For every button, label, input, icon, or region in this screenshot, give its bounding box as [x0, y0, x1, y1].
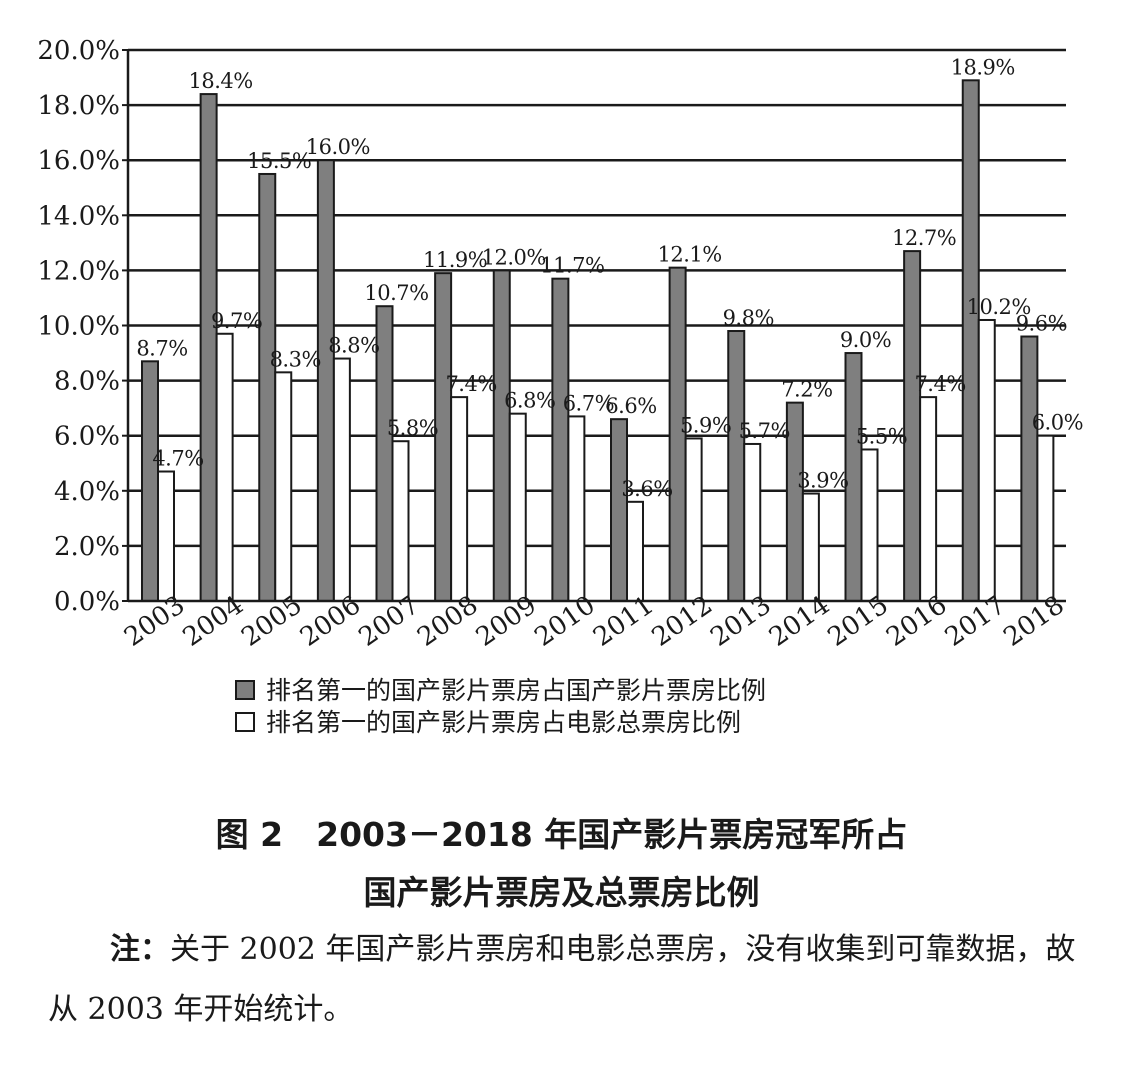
legend-swatch — [235, 712, 255, 732]
y-tick-label: 2.0% — [54, 532, 120, 562]
bar-domestic-share — [551, 277, 570, 602]
bar-total-share — [919, 396, 938, 602]
bar-chart: 8.7% 4.7% 18.4% 9.7% 15.5% 8.3% 16.0% 8.8% 10.7%… — [37, 36, 1083, 737]
data-label-domestic-share: 6.6% — [605, 394, 656, 418]
y-tick-label: 20.0% — [37, 36, 120, 66]
data-label-total-share: 5.9% — [680, 413, 731, 437]
bar-total-share — [860, 448, 879, 602]
note-label: 注： — [110, 932, 170, 967]
bar-domestic-share — [727, 330, 746, 602]
legend-swatch — [235, 680, 255, 700]
data-label-domestic-share: 11.7% — [540, 254, 604, 278]
y-tick-label: 6.0% — [54, 422, 120, 452]
bar-total-share — [391, 440, 410, 602]
bar-total-share — [626, 500, 644, 603]
legend-label: 排名第一的国产影片票房占国产影片票房比例 — [266, 676, 766, 705]
data-label-total-share: 5.7% — [739, 419, 790, 443]
figure-caption-line-1: 图 2 2003－2018 年国产影片票房冠军所占 — [215, 815, 908, 854]
y-tick-label: 0.0% — [54, 587, 120, 617]
data-label-domestic-share: 11.9% — [423, 248, 487, 272]
y-tick-label: 8.0% — [54, 367, 120, 397]
data-label-total-share: 7.4% — [445, 372, 496, 396]
y-tick-label: 12.0% — [37, 256, 120, 286]
data-label-domestic-share: 18.9% — [951, 55, 1015, 79]
data-label-total-share: 8.8% — [328, 334, 379, 358]
y-tick-label: 14.0% — [37, 201, 120, 231]
data-label-total-share: 5.5% — [856, 424, 907, 448]
bar-total-share — [567, 415, 586, 603]
data-label-domestic-share: 10.7% — [364, 281, 428, 305]
bar-domestic-share — [1020, 335, 1039, 602]
bar-total-share — [801, 492, 820, 602]
data-label-domestic-share: 16.0% — [306, 135, 370, 159]
data-label-total-share: 10.2% — [967, 295, 1031, 319]
figure-caption-line-2: 国产影片票房及总票房比例 — [363, 873, 760, 912]
data-label-domestic-share: 12.1% — [658, 243, 722, 267]
data-labels: 8.7% 4.7% 18.4% 9.7% 15.5% 8.3% 16.0% 8.8% 10.7%… — [136, 55, 1083, 501]
y-tick-label: 18.0% — [37, 91, 120, 121]
data-label-total-share: 6.0% — [1032, 411, 1083, 435]
data-label-domestic-share: 7.2% — [781, 378, 832, 402]
data-label-total-share: 7.4% — [914, 372, 965, 396]
data-label-domestic-share: 15.5% — [247, 149, 311, 173]
data-label-domestic-share: 12.0% — [482, 245, 546, 269]
data-label-total-share: 9.7% — [211, 309, 262, 333]
bar-total-share — [274, 371, 293, 602]
bar-total-share — [157, 470, 175, 603]
bar-total-share — [684, 437, 703, 602]
data-label-total-share: 8.3% — [270, 347, 321, 371]
figure-note: 注：关于 2002 年国产影片票房和电影总票房，没有收集到可靠数据，故从 200… — [48, 920, 1078, 1040]
data-label-total-share: 3.9% — [797, 469, 848, 493]
bar-total-share — [215, 332, 234, 602]
data-label-domestic-share: 9.6% — [1016, 312, 1067, 336]
data-label-total-share: 5.8% — [387, 416, 438, 440]
bar-domestic-share — [610, 418, 628, 603]
y-tick-label: 16.0% — [37, 146, 120, 176]
bar-domestic-share — [199, 93, 218, 603]
bar-domestic-share — [141, 360, 159, 602]
y-tick-label: 10.0% — [37, 312, 120, 342]
bar-total-share — [977, 318, 996, 602]
bar-total-share — [332, 357, 351, 602]
data-label-total-share: 6.7% — [563, 391, 614, 415]
data-label-domestic-share: 8.7% — [136, 336, 187, 360]
data-label-domestic-share: 12.7% — [892, 226, 956, 250]
note-text: 关于 2002 年国产影片票房和电影总票房，没有收集到可靠数据，故从 2003 … — [48, 932, 1076, 1027]
bar-total-share — [743, 442, 762, 602]
y-tick-label: 4.0% — [54, 477, 120, 507]
bar-total-share — [450, 396, 469, 602]
data-label-total-share: 6.8% — [504, 389, 555, 413]
data-label-total-share: 4.7% — [152, 447, 203, 471]
bars — [141, 79, 1055, 603]
bar-total-share — [508, 412, 527, 602]
data-label-total-share: 3.6% — [621, 477, 672, 501]
data-label-domestic-share: 18.4% — [189, 69, 253, 93]
bar-domestic-share — [258, 172, 277, 602]
legend-label: 排名第一的国产影片票房占电影总票房比例 — [266, 708, 741, 737]
bar-total-share — [1036, 434, 1055, 603]
data-label-domestic-share: 9.0% — [840, 328, 891, 352]
bar-domestic-share — [961, 79, 980, 603]
data-label-domestic-share: 9.8% — [723, 306, 774, 330]
bar-domestic-share — [316, 159, 335, 602]
bar-domestic-share — [492, 269, 511, 602]
